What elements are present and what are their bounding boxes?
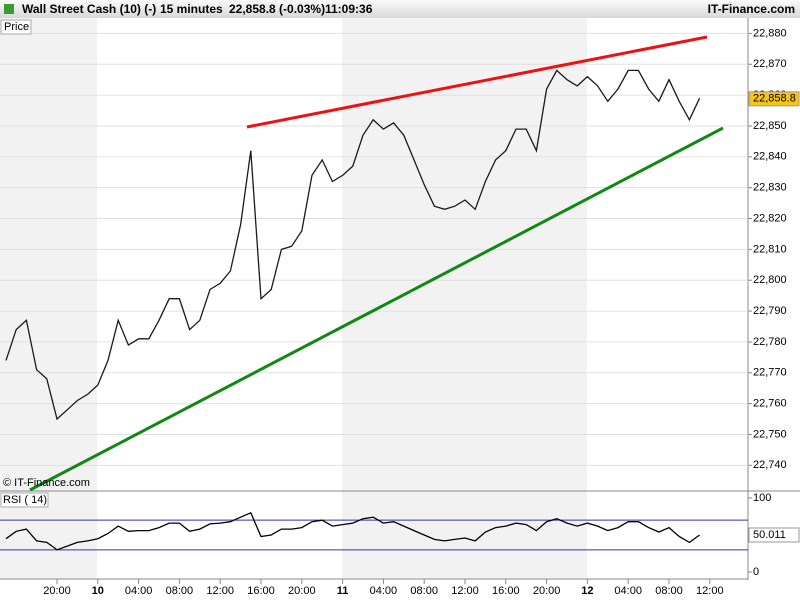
y-tick-label: 22,840: [753, 151, 787, 163]
y-tick-label: 22,780: [753, 336, 787, 348]
last-value-label: 50.011: [753, 529, 786, 541]
y-tick-label: 22,800: [753, 274, 787, 286]
y-tick-label: 100: [753, 492, 771, 504]
last-value-label: 22,858.8: [753, 93, 796, 105]
x-tick-label: 10: [92, 585, 104, 597]
instrument: Wall Street Cash (10) (-): [22, 2, 156, 16]
grid: [0, 32, 752, 584]
x-tick-label: 11: [337, 585, 349, 597]
y-tick-label: 0: [753, 566, 759, 578]
y-tick-label: 22,760: [753, 398, 787, 410]
header-bar: [0, 0, 800, 18]
quote: 22,858.8 (-0.03%): [229, 2, 325, 16]
x-tick-label: 08:00: [166, 585, 194, 597]
y-tick-label: 22,790: [753, 305, 787, 317]
watermark: © IT-Finance.com: [3, 477, 90, 489]
last-value-box: [748, 527, 800, 543]
y-tick-label: 22,740: [753, 459, 787, 471]
y-tick-label: 22,830: [753, 182, 787, 194]
brand: IT-Finance.com: [708, 2, 795, 16]
rsi-pane-label: RSI ( 14): [3, 494, 47, 506]
x-tick-label: 16:00: [247, 585, 275, 597]
y-tick-label: 22,850: [753, 120, 787, 132]
x-tick-label: 04:00: [614, 585, 642, 597]
timeframe: 15 minutes: [160, 2, 223, 16]
y-tick-label: 22,880: [753, 27, 787, 39]
x-tick-label: 16:00: [492, 585, 520, 597]
y-tick-label: 22,810: [753, 243, 787, 255]
y-tick-label: 22,750: [753, 428, 787, 440]
pane-label-box: [0, 492, 49, 508]
day-shade: [0, 18, 97, 578]
y-tick-label: 22,770: [753, 367, 787, 379]
last-value-box: [748, 91, 800, 107]
x-tick-label: 20:00: [288, 585, 316, 597]
price-pane-label: Price: [4, 21, 29, 33]
x-tick-label: 08:00: [410, 585, 438, 597]
x-tick-label: 20:00: [533, 585, 561, 597]
x-tick-label: 20:00: [43, 585, 71, 597]
y-tick-label: 22,870: [753, 58, 787, 70]
y-tick-label: 22,820: [753, 212, 787, 224]
time: 11:09:36: [325, 2, 373, 16]
plot: [5, 69, 701, 551]
pane-label-box: [0, 19, 32, 35]
x-tick-label: 08:00: [655, 585, 683, 597]
x-tick-label: 12:00: [206, 585, 234, 597]
logo-icon: [4, 4, 14, 14]
x-tick-label: 12:00: [696, 585, 724, 597]
rsi-line: [5, 511, 700, 551]
x-tick-label: 12:00: [451, 585, 479, 597]
price-line: [5, 69, 701, 421]
x-tick-label: 04:00: [125, 585, 153, 597]
day-shade: [342, 18, 587, 578]
x-tick-label: 04:00: [370, 585, 398, 597]
support-trendline: [29, 126, 724, 492]
resistance-trendline: [246, 35, 708, 129]
x-tick-label: 12: [581, 585, 593, 597]
